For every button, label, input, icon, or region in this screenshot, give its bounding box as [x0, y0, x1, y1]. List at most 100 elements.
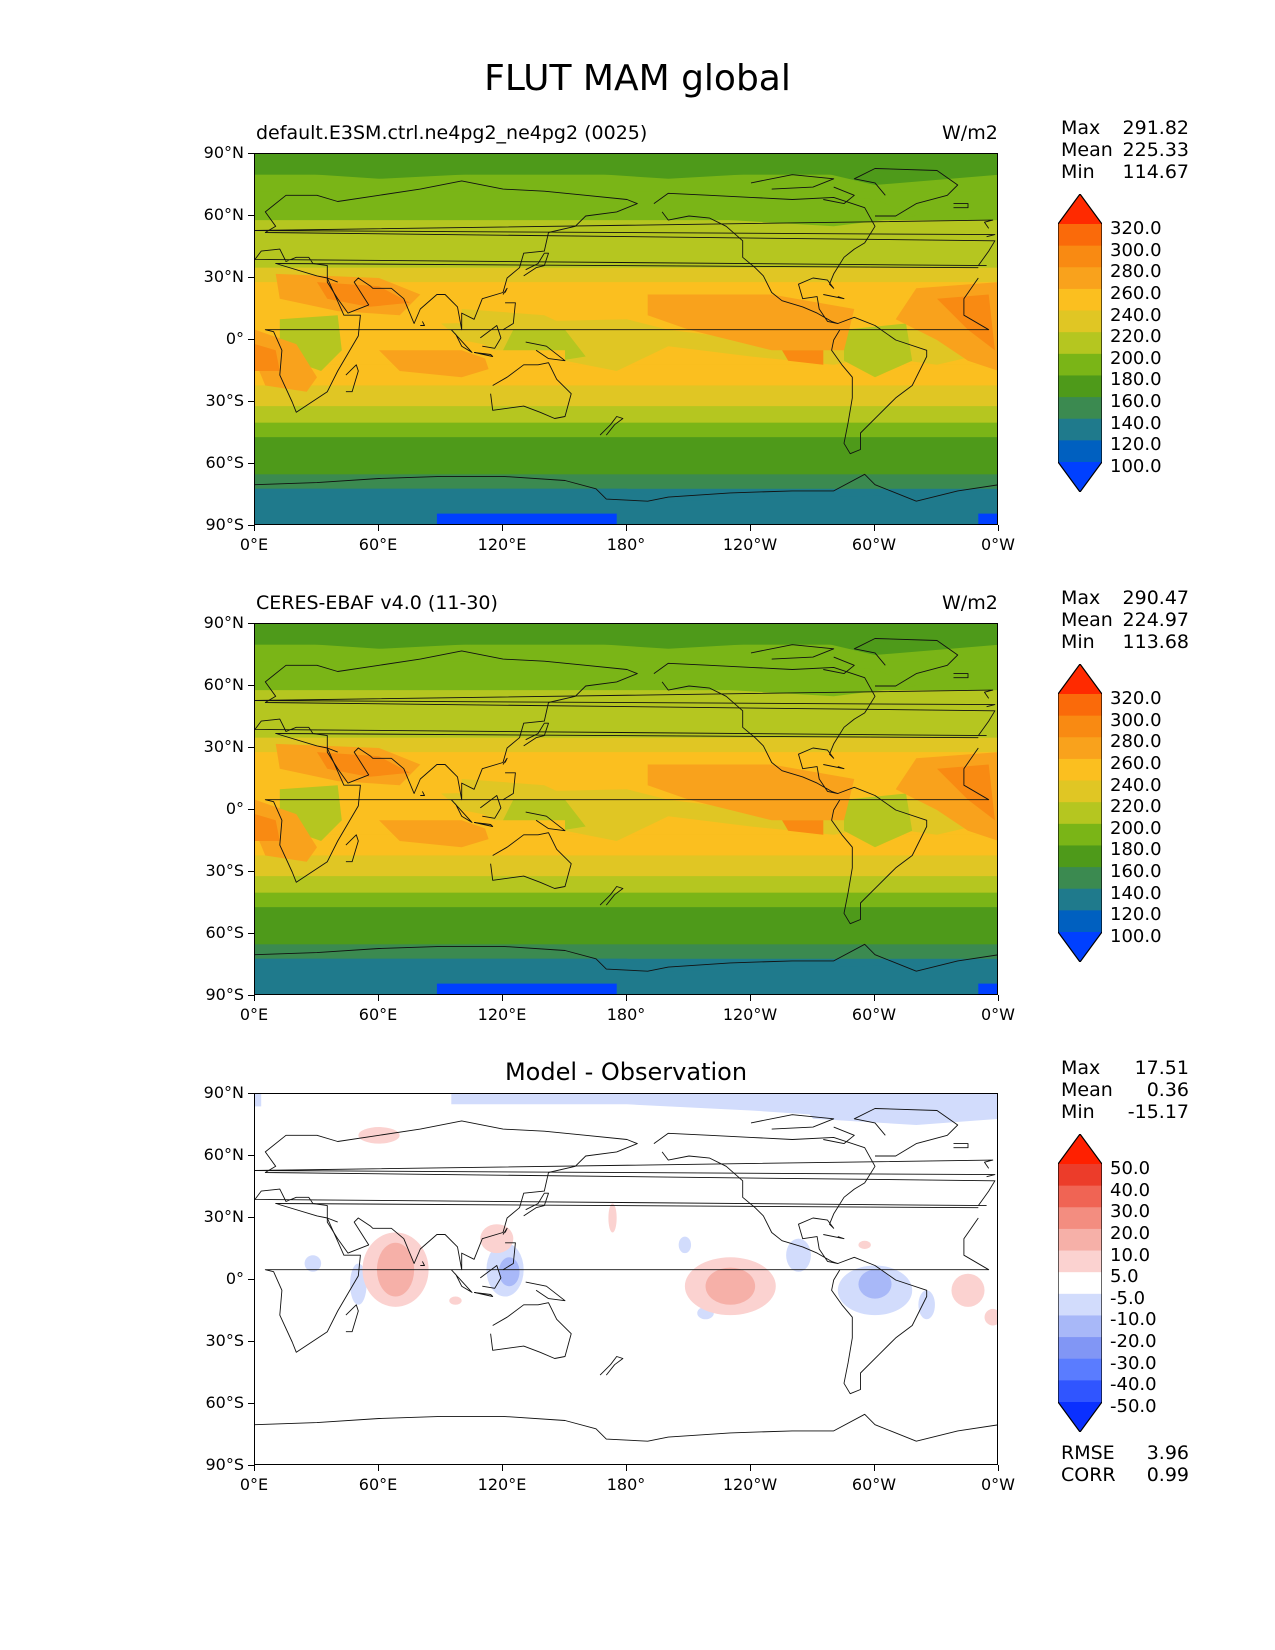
- colorbar-tick-label: -50.0: [1110, 1396, 1157, 1417]
- lon-tick-mark: [873, 525, 875, 531]
- coastline: [502, 1242, 516, 1271]
- lat-tick-label: 0°: [225, 799, 244, 818]
- coastline: [255, 219, 996, 238]
- lat-tick-label: 30°S: [205, 1331, 244, 1350]
- lat-tick-label: 30°N: [203, 267, 244, 286]
- lat-tick-label: 90°S: [205, 1455, 244, 1474]
- lat-tick-mark: [248, 932, 254, 934]
- coastline: [831, 786, 928, 925]
- colorbar-band: [1058, 1185, 1102, 1208]
- map-model: [254, 153, 998, 525]
- figure-title: FLUT MAM global: [484, 58, 791, 99]
- colorbar-extend-max: [1058, 194, 1102, 224]
- coastline: [345, 364, 359, 393]
- stat-max-label: Max: [1061, 587, 1101, 609]
- colorbar-extend-min: [1058, 1402, 1102, 1432]
- stat-max-label: Max: [1061, 1057, 1101, 1079]
- rmse-value: 3.96: [1146, 1442, 1189, 1464]
- stat-max: 17.51: [1134, 1057, 1189, 1079]
- coastline: [420, 791, 425, 796]
- colorbar-tick-label: 200.0: [1110, 347, 1162, 369]
- colorbar-band: [1058, 737, 1102, 760]
- lat-tick-mark: [248, 276, 254, 278]
- coastline: [502, 287, 508, 295]
- difference-contour-region: [984, 1309, 997, 1326]
- difference-contour-region: [786, 1238, 811, 1272]
- difference-contour-region: [951, 1273, 985, 1307]
- colorbar-band: [1058, 1293, 1102, 1316]
- stat-max-label: Max: [1061, 117, 1101, 139]
- flux-contour-region: [436, 983, 617, 994]
- colorbar-tick-label: -30.0: [1110, 1352, 1157, 1374]
- lon-tick-label: 60°E: [358, 1005, 398, 1024]
- colorbar-tick-label: 100.0: [1110, 926, 1162, 947]
- lon-tick-label: 120°W: [722, 1005, 778, 1024]
- colorbar-band: [1058, 694, 1102, 717]
- stat-min-label: Min: [1061, 1101, 1095, 1123]
- flux-contour-region: [937, 294, 995, 351]
- coastline: [345, 1304, 359, 1333]
- stat-max: 290.47: [1122, 587, 1189, 609]
- difference-contour-region: [858, 1240, 871, 1249]
- corr-label: CORR: [1061, 1464, 1116, 1486]
- flux-contour-band: [255, 907, 997, 931]
- coastline: [523, 252, 549, 277]
- coastline: [255, 1413, 997, 1442]
- colorbar-band: [1058, 353, 1102, 376]
- colorbar-band: [1058, 288, 1102, 312]
- lon-tick-mark: [377, 995, 379, 1001]
- map-difference: [254, 1093, 998, 1465]
- coastline: [953, 1143, 969, 1149]
- colorbar: [1058, 1134, 1102, 1432]
- lat-tick-label: 90°S: [205, 985, 244, 1004]
- stat-min: 114.67: [1122, 161, 1189, 183]
- flux-contour-region: [844, 323, 913, 378]
- coastline: [599, 416, 624, 436]
- coastline: [525, 1281, 566, 1302]
- lat-tick-label: 30°N: [203, 1207, 244, 1226]
- colorbar-tick-label: 200.0: [1110, 817, 1162, 839]
- lon-tick-mark: [501, 1465, 503, 1471]
- colorbar-tick-label: 160.0: [1110, 391, 1162, 413]
- flux-contour-region: [782, 350, 824, 365]
- flux-contour-region: [255, 344, 280, 371]
- coastline: [255, 650, 996, 801]
- colorbar-band: [1058, 758, 1102, 782]
- lon-tick-label: 120°W: [722, 535, 778, 554]
- lon-tick-label: 60°E: [358, 535, 398, 554]
- colorbar-tick-label: 300.0: [1110, 709, 1162, 731]
- difference-contour-region: [678, 1236, 692, 1254]
- coastline: [480, 795, 502, 819]
- lon-tick-label: 60°W: [851, 535, 897, 554]
- lon-tick-label: 0°E: [239, 1005, 269, 1024]
- coastline: [750, 1114, 835, 1130]
- coastline: [474, 1291, 494, 1297]
- colorbar: [1058, 664, 1102, 962]
- flux-contour-region: [937, 764, 995, 821]
- colorbar-band: [1058, 1272, 1102, 1295]
- rmse-label: RMSE: [1061, 1442, 1115, 1464]
- lat-tick-mark: [248, 746, 254, 748]
- panel-title: CERES-EBAF v4.0 (11-30): [256, 592, 498, 614]
- lat-tick-mark: [248, 622, 254, 624]
- lat-tick-mark: [248, 524, 254, 526]
- coastline: [327, 747, 338, 753]
- lat-tick-label: 90°N: [203, 1083, 244, 1102]
- flux-contour-band: [255, 459, 997, 475]
- stat-mean: 224.97: [1122, 609, 1189, 631]
- lat-tick-mark: [248, 400, 254, 402]
- lon-tick-label: 0°E: [239, 1475, 269, 1494]
- colorbar-band: [1058, 910, 1102, 933]
- stat-mean-label: Mean: [1061, 609, 1113, 631]
- stats-box: Max 17.51 Mean 0.36 Min -15.17: [1061, 1057, 1189, 1123]
- lat-tick-label: 60°S: [205, 1393, 244, 1412]
- lon-tick-label: 120°E: [477, 1005, 527, 1024]
- coastline: [953, 203, 969, 209]
- lon-tick-label: 180°: [606, 535, 646, 554]
- lat-tick-label: 60°N: [203, 1145, 244, 1164]
- coastline: [750, 644, 835, 660]
- lat-tick-label: 0°: [225, 1269, 244, 1288]
- coastline: [823, 656, 855, 675]
- lon-tick-mark: [749, 995, 751, 1001]
- lat-tick-mark: [248, 808, 254, 810]
